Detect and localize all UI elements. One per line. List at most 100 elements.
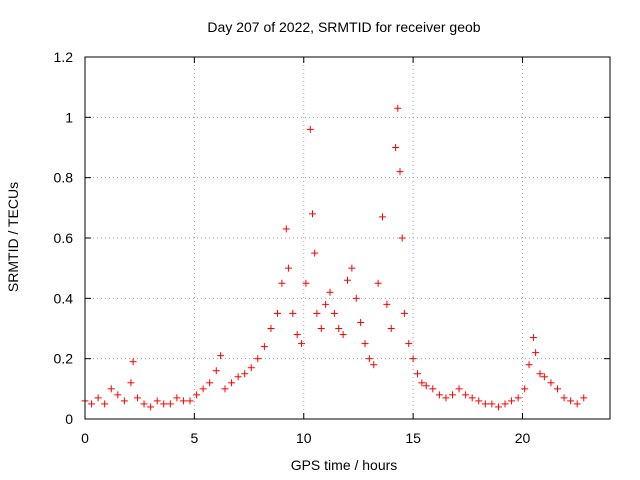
data-point <box>127 379 135 387</box>
data-point <box>405 340 413 348</box>
data-point <box>217 352 225 360</box>
data-point <box>462 391 470 399</box>
data-point <box>311 249 319 257</box>
x-tick-label: 20 <box>515 430 531 446</box>
data-point <box>309 210 316 218</box>
data-point <box>129 358 137 366</box>
data-point <box>339 331 347 339</box>
data-point <box>326 288 334 296</box>
data-point <box>293 331 301 339</box>
data-point <box>298 340 306 348</box>
y-tick-label: 0 <box>65 411 73 427</box>
data-point <box>398 234 406 242</box>
data-point <box>134 394 141 402</box>
data-point <box>521 385 529 393</box>
data-points <box>81 104 588 411</box>
data-point <box>494 403 502 411</box>
data-point <box>435 391 443 399</box>
data-point <box>289 309 297 317</box>
data-point <box>186 397 194 405</box>
data-point <box>348 264 356 272</box>
data-point <box>525 361 533 369</box>
y-tick-label: 0.6 <box>54 230 74 246</box>
data-point <box>120 397 128 405</box>
data-point <box>302 279 310 287</box>
data-point <box>409 355 417 363</box>
data-point <box>173 394 181 402</box>
data-point <box>536 370 544 378</box>
data-point <box>306 125 314 133</box>
data-point <box>140 400 148 408</box>
data-point <box>234 373 242 381</box>
data-point <box>560 394 568 402</box>
data-point <box>374 279 382 287</box>
data-point <box>166 400 174 408</box>
axis-ticks: 0 5 10 15 20 0 0.2 0.4 0.6 0.8 1 1.2 <box>54 49 610 446</box>
y-tick-label: 1 <box>65 109 73 125</box>
data-point <box>330 309 338 317</box>
data-point <box>282 225 290 233</box>
chart-title: Day 207 of 2022, SRMTID for receiver geo… <box>207 19 480 35</box>
data-point <box>247 364 255 372</box>
data-point <box>400 309 408 317</box>
y-tick-label: 0.8 <box>54 170 74 186</box>
data-point <box>580 394 588 402</box>
y-axis-title: SRMTID / TECUs <box>5 182 21 292</box>
data-point <box>260 343 268 351</box>
data-point <box>361 340 369 348</box>
data-point <box>418 379 426 387</box>
data-point <box>352 294 360 302</box>
data-point <box>387 325 395 332</box>
data-point <box>278 279 286 287</box>
data-point <box>241 370 249 378</box>
data-point <box>573 400 581 408</box>
data-point <box>370 361 378 369</box>
data-point <box>101 400 109 408</box>
data-point <box>488 400 496 408</box>
data-point <box>383 300 391 308</box>
data-point <box>514 394 522 402</box>
y-tick-label: 0.2 <box>54 351 74 367</box>
data-point <box>501 400 509 408</box>
data-point <box>365 355 373 363</box>
data-point <box>449 391 456 399</box>
data-point <box>532 349 540 357</box>
x-tick-label: 0 <box>81 430 89 446</box>
data-point <box>547 379 555 387</box>
data-point <box>567 397 575 405</box>
data-point <box>313 309 321 317</box>
data-point <box>94 394 102 402</box>
data-point <box>481 400 489 408</box>
data-point <box>468 394 476 402</box>
data-point <box>254 355 262 363</box>
data-point <box>335 325 343 332</box>
data-point <box>114 391 122 399</box>
data-point <box>221 385 229 393</box>
x-axis-title: GPS time / hours <box>291 457 398 473</box>
data-point <box>107 385 115 393</box>
data-point <box>322 300 330 308</box>
data-point <box>153 397 161 405</box>
grid-lines <box>85 57 610 419</box>
data-point <box>212 367 220 375</box>
data-point <box>317 325 325 332</box>
data-point <box>274 309 281 317</box>
data-point <box>379 213 386 221</box>
data-point <box>394 104 402 112</box>
x-tick-label: 5 <box>190 430 198 446</box>
data-point <box>529 334 537 342</box>
data-point <box>414 370 421 378</box>
data-point <box>88 400 96 408</box>
data-point <box>344 276 351 284</box>
data-point <box>554 385 561 393</box>
y-tick-label: 0.4 <box>54 290 74 306</box>
data-point <box>160 400 168 408</box>
data-point <box>206 379 214 387</box>
data-point <box>228 379 236 387</box>
data-point <box>396 168 404 176</box>
data-point <box>475 397 483 405</box>
data-point <box>179 397 187 405</box>
data-point <box>540 373 548 381</box>
y-tick-label: 1.2 <box>54 49 74 65</box>
data-point <box>284 264 292 272</box>
